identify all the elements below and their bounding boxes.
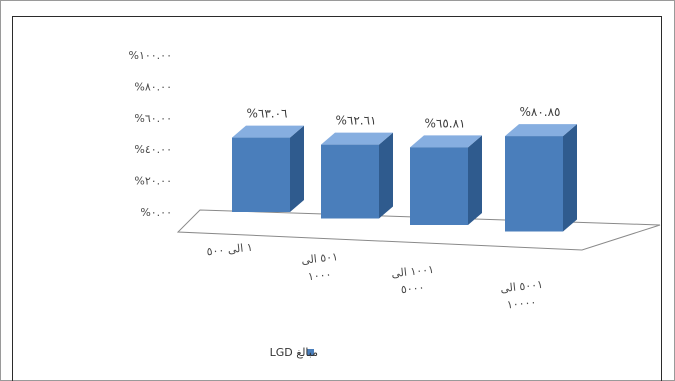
bar [410,135,482,225]
x-tick-label: ١٠٠٠ [307,268,332,283]
bar-front-face [505,136,563,232]
data-label: %٨٠.٨٥ [519,105,560,119]
y-tick-label: %٨٠.٠٠ [134,80,172,93]
bar-front-face [321,144,379,219]
y-axis: %٠.٠٠ %٢٠.٠٠ %٤٠.٠٠ %٦٠.٠٠ %٨٠.٠٠ %١٠٠.٠٠ [129,49,173,219]
y-tick-label: %٠.٠٠ [140,206,172,219]
y-tick-label: %٤٠.٠٠ [134,143,172,156]
x-tick-label: ٥٠٠٠ [400,281,425,296]
bar [232,125,304,212]
bar-side-face [379,132,393,219]
legend: مبالغ LGD [270,346,318,359]
legend-label: مبالغ LGD [270,346,318,359]
bar-front-face [232,137,290,212]
bar-front-face [410,147,468,225]
x-tick-label: ١٠٠١ الى [391,263,435,280]
bar-top-face [321,132,393,145]
y-tick-label: %٢٠.٠٠ [134,175,172,188]
data-label: %٦٥.٨١ [424,116,465,130]
data-labels: %٦٣.٠٦ %٦٢.٦١ %٦٥.٨١ %٨٠.٨٥ [246,105,560,130]
x-tick-label: ١٠٠٠٠ [506,296,537,312]
bar-top-face [505,124,577,137]
bar-side-face [290,125,304,212]
bar-top-face [232,125,304,138]
x-tick-label: ٥٠١ الى [301,250,339,267]
data-label: %٦٣.٠٦ [246,107,287,121]
data-label: %٦٢.٦١ [335,114,376,128]
x-tick-label: ٥٠٠١ الى [500,278,544,295]
bar-side-face [563,124,577,232]
bar-side-face [468,135,482,225]
legend-swatch [307,349,314,356]
bar [321,132,393,219]
bar [505,124,577,232]
y-tick-label: %٦٠.٠٠ [134,112,172,125]
bar-top-face [410,135,482,148]
y-tick-label: %١٠٠.٠٠ [129,49,173,62]
chart-area [12,16,662,381]
bars [232,124,577,232]
x-tick-label: ١ الى ٥٠٠ [206,241,253,259]
